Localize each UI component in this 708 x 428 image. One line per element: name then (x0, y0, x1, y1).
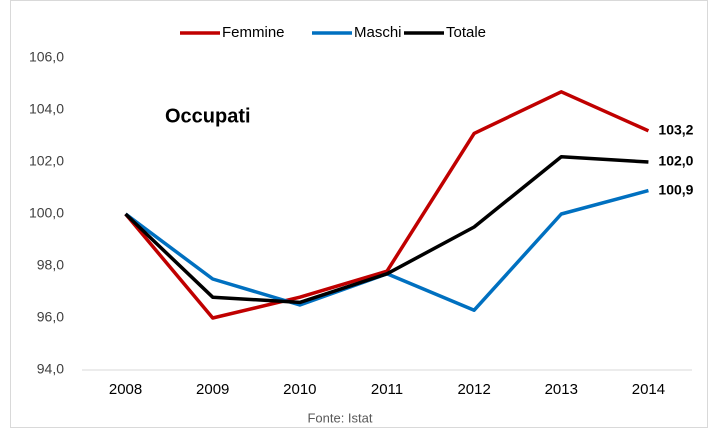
legend-label: Femmine (222, 24, 285, 41)
y-tick-label: 102,0 (29, 153, 64, 169)
y-tick-label: 100,0 (29, 205, 64, 221)
x-tick-label: 2011 (371, 381, 403, 398)
source: Fonte: Istat (307, 410, 372, 425)
chart-frame (10, 0, 708, 428)
x-tick-label: 2013 (545, 381, 578, 398)
y-tick-label: 104,0 (29, 101, 64, 117)
end-label: 100,9 (658, 181, 693, 197)
x-tick-label: 2010 (283, 381, 316, 398)
series-line (124, 90, 650, 320)
y-tick-label: 94,0 (37, 361, 64, 377)
legend-label: Totale (446, 24, 486, 41)
x-tick-label: 2012 (457, 381, 490, 398)
series-line (124, 188, 649, 312)
x-tick-label: 2014 (632, 381, 665, 398)
series-line (124, 155, 649, 305)
x-tick-label: 2008 (109, 381, 142, 398)
x-tick-label: 2009 (196, 381, 229, 398)
legend-label: Maschi (354, 24, 402, 41)
end-label: 102,0 (658, 153, 693, 169)
end-label: 103,2 (658, 122, 693, 138)
y-tick-label: 106,0 (29, 49, 64, 65)
annotation: Occupati (165, 105, 251, 127)
y-tick-label: 96,0 (37, 309, 64, 325)
y-tick-label: 98,0 (37, 257, 64, 273)
